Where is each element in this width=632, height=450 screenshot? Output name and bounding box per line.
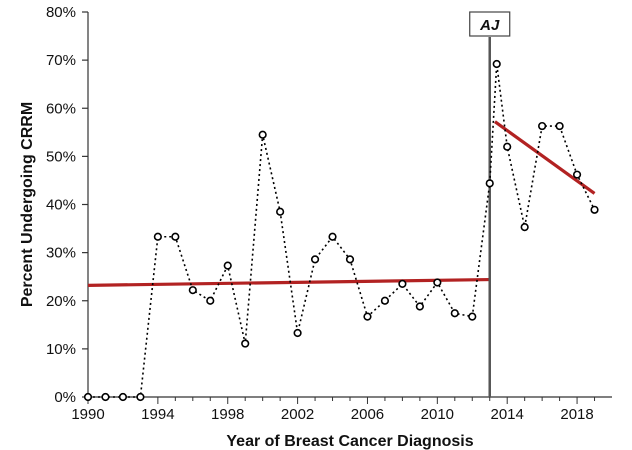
data-series	[83, 59, 599, 402]
x-tick-label: 1998	[211, 406, 244, 423]
data-point	[83, 392, 93, 402]
data-point	[450, 309, 459, 318]
x-axis-title: Year of Breast Cancer Diagnosis	[226, 433, 473, 450]
trend-lines	[87, 120, 596, 287]
data-point	[310, 255, 320, 264]
data-point	[485, 179, 494, 188]
data-point	[415, 302, 424, 311]
x-tick-label: 1994	[141, 406, 174, 423]
axes: 0% 10% 20% 30% 40% 50% 60% 70% 80% 1990 1994 1998 20…	[46, 4, 612, 423]
x-tick-label: 2002	[281, 406, 314, 423]
data-point	[136, 392, 145, 402]
y-tick-label: 10%	[46, 341, 76, 358]
x-tick-label: 2018	[560, 406, 593, 423]
y-tick-label: 40%	[46, 197, 76, 214]
y-tick-label: 80%	[46, 4, 76, 21]
data-point	[520, 223, 529, 232]
y-axis-title: Percent Undergoing CRRM	[19, 102, 36, 307]
data-point	[328, 232, 337, 241]
trend-line	[494, 120, 596, 195]
data-point	[503, 142, 512, 151]
y-tick-label: 60%	[46, 100, 76, 117]
x-tick-label: 2010	[421, 406, 454, 423]
data-point	[345, 255, 355, 264]
data-point	[276, 207, 285, 216]
aj-annotation: AJ	[469, 11, 511, 397]
data-point	[258, 130, 267, 139]
data-point	[293, 328, 302, 338]
data-point	[223, 261, 232, 270]
data-point	[153, 232, 162, 241]
data-point	[433, 278, 442, 287]
y-tick-label: 20%	[46, 293, 76, 310]
data-point	[241, 339, 250, 348]
data-point	[538, 121, 547, 131]
data-point	[171, 232, 180, 241]
data-point	[398, 279, 407, 289]
data-point	[572, 170, 582, 179]
x-tick-label: 2006	[351, 406, 384, 423]
aj-label-box	[469, 11, 511, 37]
data-point	[363, 312, 372, 321]
data-point	[555, 121, 564, 131]
y-tick-label: 0%	[54, 389, 76, 406]
data-point	[468, 312, 477, 321]
data-point	[492, 59, 501, 69]
aj-label: AJ	[479, 17, 500, 34]
y-tick-label: 50%	[46, 148, 76, 165]
data-point	[590, 205, 599, 214]
x-tick-label: 1990	[71, 406, 104, 423]
trend-line	[87, 277, 490, 287]
data-point	[206, 296, 215, 305]
data-point	[118, 392, 128, 402]
data-point	[101, 392, 110, 402]
data-point	[380, 296, 390, 305]
y-tick-label: 30%	[46, 245, 76, 262]
data-point	[188, 286, 197, 295]
x-tick-label: 2014	[491, 406, 524, 423]
y-tick-label: 70%	[46, 52, 76, 69]
